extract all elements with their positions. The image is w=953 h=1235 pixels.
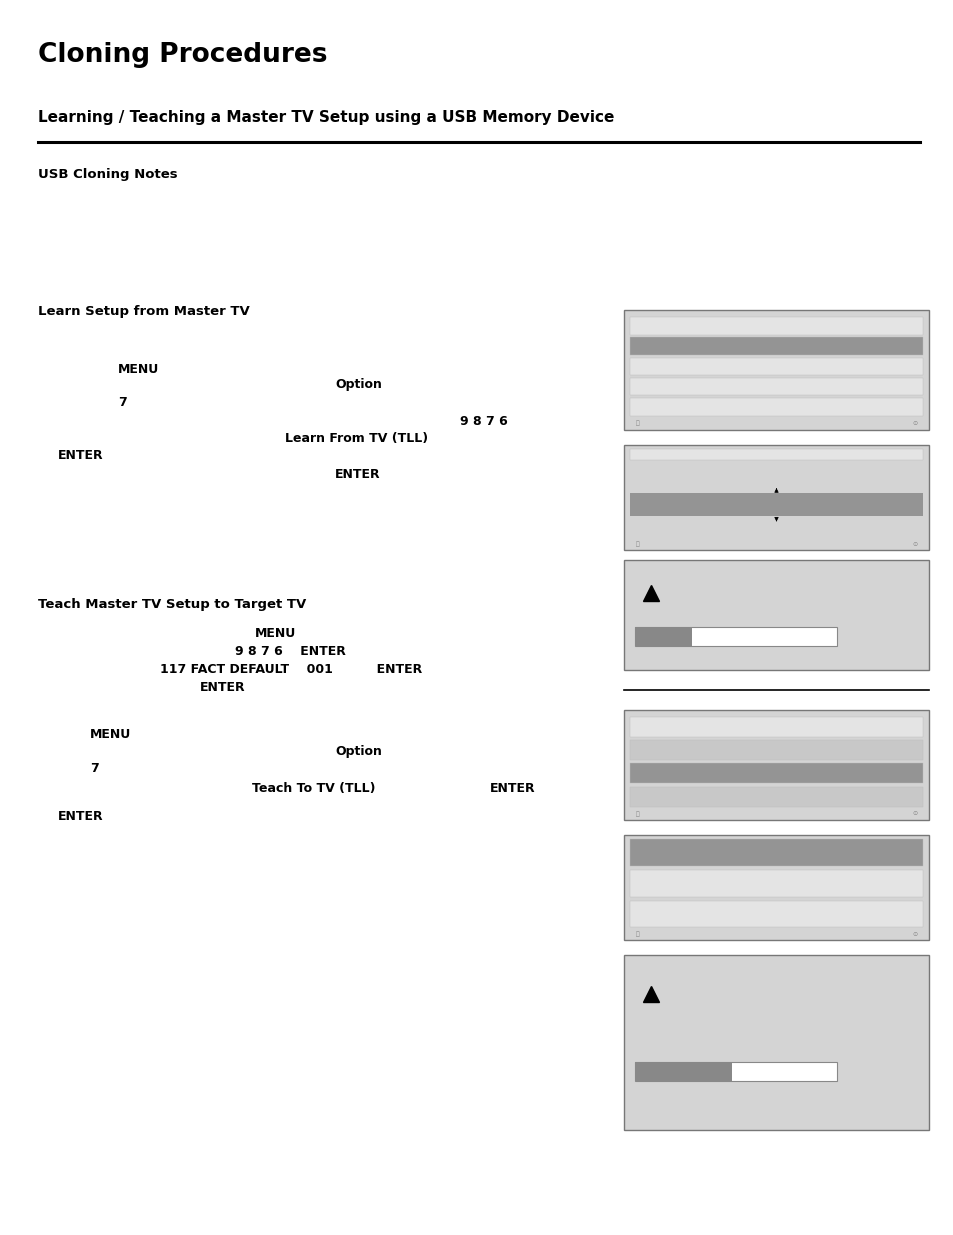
- Text: ENTER: ENTER: [58, 450, 104, 462]
- Bar: [629, 740, 923, 761]
- Bar: [629, 900, 923, 927]
- Text: 117 FACT DEFAULT    001          ENTER: 117 FACT DEFAULT 001 ENTER: [160, 663, 422, 676]
- Bar: [629, 787, 923, 806]
- Text: ENTER: ENTER: [335, 468, 380, 480]
- Text: Learning / Teaching a Master TV Setup using a USB Memory Device: Learning / Teaching a Master TV Setup us…: [38, 110, 614, 125]
- Bar: [629, 317, 923, 335]
- Text: Learn From TV (TLL): Learn From TV (TLL): [285, 432, 428, 445]
- Text: ENTER: ENTER: [200, 680, 245, 694]
- Text: MENU: MENU: [90, 727, 132, 741]
- Text: 🏠: 🏠: [635, 931, 639, 937]
- Text: ⊙: ⊙: [911, 931, 917, 936]
- Bar: [629, 378, 923, 395]
- Bar: [629, 493, 923, 516]
- Text: Learn Setup from Master TV: Learn Setup from Master TV: [38, 305, 250, 317]
- Text: 9 8 7 6: 9 8 7 6: [459, 415, 507, 429]
- Text: ⊙: ⊙: [911, 811, 917, 816]
- Text: 🏠: 🏠: [635, 541, 639, 547]
- Text: Teach To TV (TLL): Teach To TV (TLL): [252, 782, 375, 795]
- Bar: [623, 445, 928, 550]
- Text: Cloning Procedures: Cloning Procedures: [38, 42, 327, 68]
- Text: ⊙: ⊙: [911, 421, 917, 426]
- Bar: [629, 358, 923, 375]
- Text: ENTER: ENTER: [490, 782, 535, 795]
- Text: 9 8 7 6    ENTER: 9 8 7 6 ENTER: [234, 645, 346, 658]
- Bar: [623, 835, 928, 940]
- Bar: [623, 310, 928, 430]
- Text: Teach Master TV Setup to Target TV: Teach Master TV Setup to Target TV: [38, 598, 306, 611]
- Text: 7: 7: [118, 396, 127, 409]
- Text: USB Cloning Notes: USB Cloning Notes: [38, 168, 177, 182]
- Bar: [635, 626, 691, 646]
- Bar: [629, 450, 923, 459]
- Bar: [623, 710, 928, 820]
- Text: 7: 7: [90, 762, 99, 776]
- Bar: [629, 337, 923, 354]
- Bar: [635, 1062, 731, 1081]
- Bar: [629, 763, 923, 783]
- Text: ENTER: ENTER: [58, 810, 104, 823]
- Text: Option: Option: [335, 745, 381, 758]
- Text: 🏠: 🏠: [635, 421, 639, 426]
- Text: Option: Option: [335, 378, 381, 391]
- Bar: [623, 955, 928, 1130]
- Text: ⊙: ⊙: [911, 542, 917, 547]
- Bar: [629, 716, 923, 737]
- Bar: [629, 840, 923, 866]
- Text: MENU: MENU: [254, 627, 296, 640]
- Bar: [623, 559, 928, 671]
- Text: 🏠: 🏠: [635, 811, 639, 816]
- Bar: [629, 869, 923, 897]
- Bar: [635, 626, 836, 646]
- Bar: [629, 398, 923, 416]
- Bar: [635, 1062, 836, 1081]
- Text: MENU: MENU: [118, 363, 159, 375]
